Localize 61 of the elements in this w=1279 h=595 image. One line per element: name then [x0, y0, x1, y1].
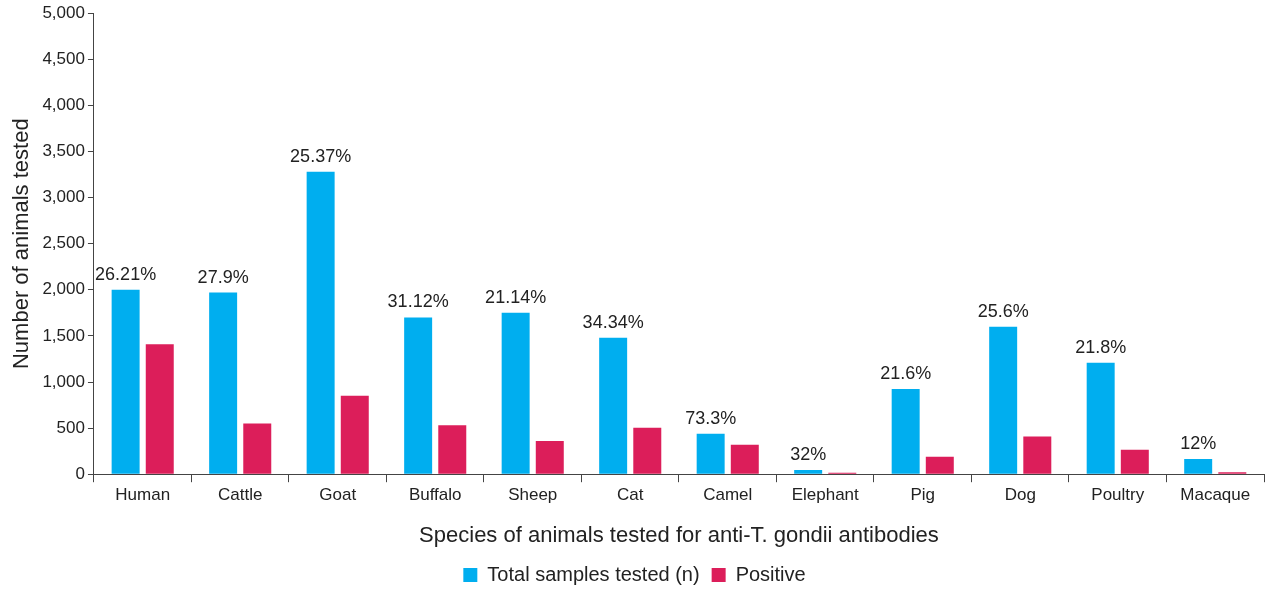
annotation: 31.12%	[387, 291, 449, 312]
bar	[989, 326, 1018, 474]
y-tick-label: 3,000	[42, 187, 85, 207]
x-tick-label: Sheep	[508, 485, 558, 505]
x-tick-label: Cattle	[217, 485, 263, 505]
annotation: 34.34%	[582, 311, 644, 332]
y-tick-label: 1,000	[42, 371, 85, 391]
x-tick-label: Pig	[910, 485, 936, 505]
annotation: 25.6%	[977, 300, 1029, 321]
bar	[633, 427, 662, 474]
legend-label: Total samples tested (n)	[487, 562, 700, 585]
x-tick-label: Elephant	[791, 485, 860, 505]
annotation: 27.9%	[197, 266, 249, 287]
y-tick-label: 1,500	[42, 325, 85, 345]
bar	[535, 441, 564, 474]
x-tick-label: Cat	[616, 485, 644, 505]
bar	[599, 337, 628, 474]
bar	[1023, 436, 1052, 474]
y-axis-title: Number of animals tested	[8, 118, 34, 370]
bar	[501, 312, 530, 474]
x-tick-label: Poultry	[1091, 485, 1145, 505]
x-tick-label: Dog	[1004, 485, 1036, 505]
bar	[1086, 362, 1115, 474]
y-tick-label: 2,500	[42, 233, 85, 253]
x-tick-label: Goat	[319, 485, 357, 505]
annotation: 12%	[1180, 432, 1217, 453]
bar	[1120, 449, 1149, 474]
bar	[730, 444, 759, 474]
bar	[145, 344, 174, 474]
y-tick-label: 3,500	[42, 141, 85, 161]
bar	[925, 456, 954, 474]
bar	[438, 425, 467, 474]
bar	[794, 470, 823, 474]
bar	[696, 433, 725, 474]
bar	[1184, 458, 1213, 474]
bar	[340, 395, 369, 474]
bar	[404, 317, 433, 474]
x-tick-label: Camel	[703, 485, 753, 505]
x-tick-label: Human	[115, 485, 171, 505]
annotation: 21.14%	[485, 286, 547, 307]
annotation: 21.8%	[1075, 336, 1127, 357]
y-tick-label: 2,000	[42, 279, 85, 299]
annotation: 32%	[790, 444, 827, 465]
annotation: 73.3%	[685, 407, 737, 428]
bar	[243, 423, 272, 474]
annotation: 21.6%	[880, 362, 932, 383]
annotation: 25.37%	[290, 145, 352, 166]
annotation: 26.21%	[95, 263, 157, 284]
x-axis-title: Species of animals tested for anti-T. gondii antibodies	[419, 521, 939, 547]
bar	[891, 388, 920, 474]
legend-label: Positive	[735, 562, 806, 585]
x-tick-label: Macaque	[1180, 485, 1251, 505]
y-tick-label: 500	[56, 417, 85, 437]
y-tick-label: 5,000	[42, 2, 85, 22]
x-tick-label: Buffalo	[408, 485, 462, 505]
bar	[209, 292, 238, 474]
bar	[306, 171, 335, 474]
y-tick-label: 4,500	[42, 48, 85, 68]
bar	[111, 289, 140, 474]
y-tick-label: 0	[75, 463, 85, 483]
y-tick-label: 4,000	[42, 95, 85, 115]
